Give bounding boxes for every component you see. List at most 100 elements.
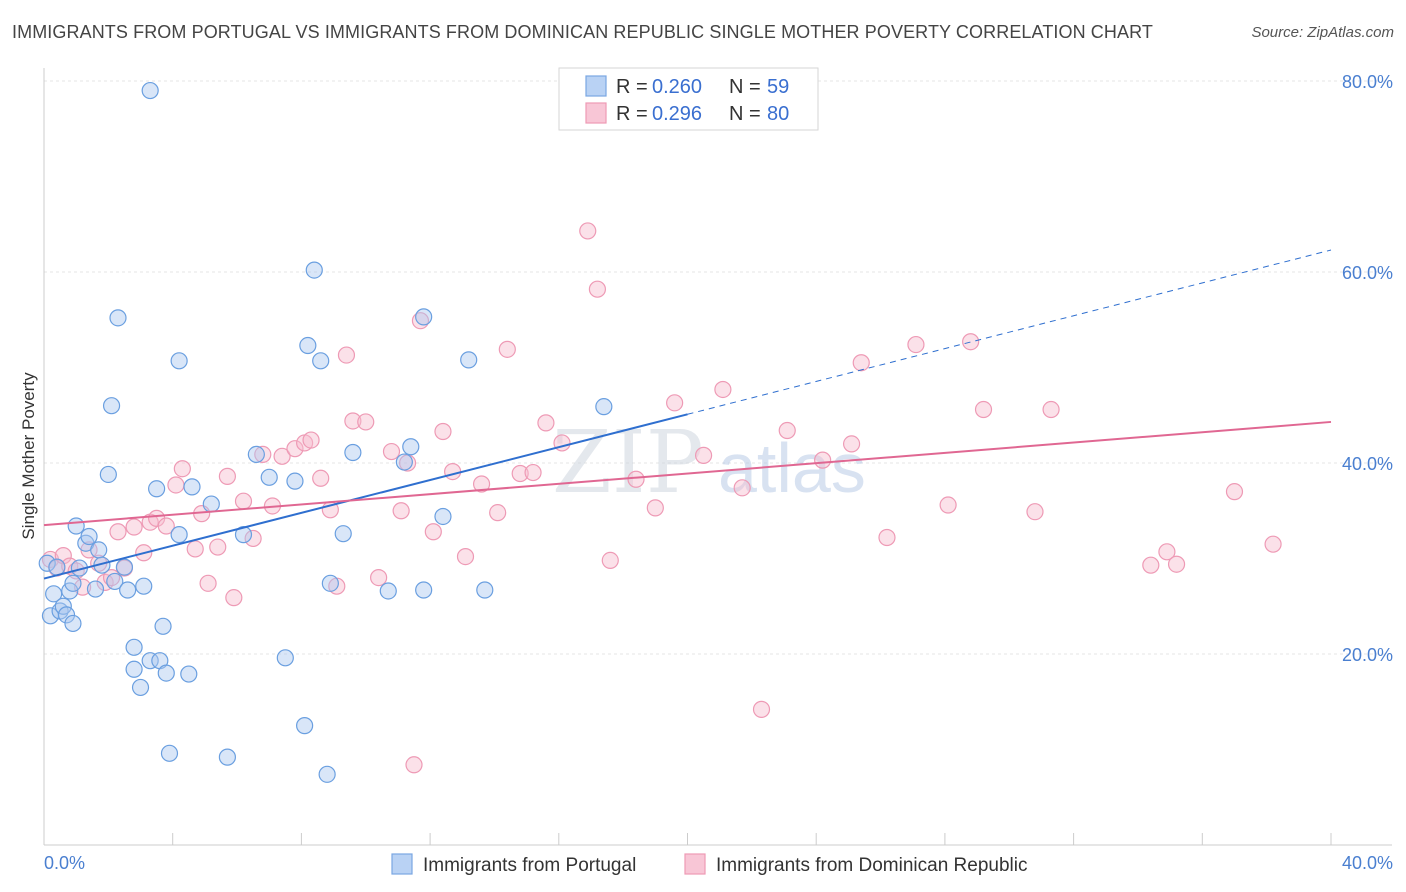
point-dominican-41 [392,502,410,520]
point-dominican-29 [273,447,291,465]
axes [43,68,1392,846]
point-portugal-42 [260,468,278,486]
point-dominican-55 [579,222,597,240]
point-portugal-43 [276,649,294,667]
point-portugal-13 [80,527,98,546]
point-dominican-77 [1158,543,1176,561]
x-tick-labels: 0.0% 40.0% [44,853,1393,873]
point-dominican-80 [1264,535,1282,553]
y-tick-label-60: 60.0% [1342,263,1393,283]
watermark-zip: ZIP [552,413,704,513]
point-dominican-38 [357,413,375,431]
legend-n-value-dominican: 80 [767,103,789,125]
point-portugal-21 [115,558,134,576]
point-dominican-62 [714,380,732,399]
point-dominican-60 [666,394,684,412]
point-portugal-32 [157,664,175,682]
point-portugal-48 [312,352,330,370]
point-portugal-18 [102,397,121,415]
y-tick-label-80: 80.0% [1342,72,1393,92]
point-dominican-66 [814,451,832,469]
point-portugal-50 [321,574,339,592]
point-portugal-52 [344,443,362,462]
point-dominican-17 [167,476,185,494]
point-portugal-9 [64,574,82,592]
point-dominican-76 [1142,556,1160,574]
point-dominican-24 [225,589,243,607]
point-dominican-69 [878,528,896,547]
point-portugal-29 [148,480,166,498]
point-dominican-47 [456,547,475,566]
bottom-legend: Immigrants from Portugal Immigrants from… [391,853,1028,876]
point-portugal-36 [180,665,198,683]
bottom-legend-label-portugal: Immigrants from Portugal [423,855,636,876]
trend-line-dominican [43,420,1332,527]
point-dominican-5 [74,578,92,596]
legend-n-label-dominican: N = [729,103,761,125]
watermark-atlas: atlas [718,429,866,507]
point-dominican-39 [370,568,388,587]
point-portugal-20 [109,309,127,327]
point-portugal-54 [395,453,413,471]
trend-line-portugal [43,413,688,580]
point-dominican-51 [511,464,529,483]
legend-r-label-dominican: R = [616,103,648,125]
point-portugal-37 [183,478,201,496]
legend-n-label-portugal: N = [729,76,761,98]
x-ticks [43,833,1332,845]
point-portugal-0 [38,554,56,572]
point-dominican-73 [974,400,993,419]
point-portugal-28 [141,81,159,100]
point-dominican-18 [173,460,191,478]
point-dominican-71 [939,496,957,514]
point-dominican-21 [199,574,217,592]
point-dominican-58 [627,470,645,488]
legend: R = 0.260 N = 59 R = 0.296 N = 80 [558,67,819,131]
point-dominican-49 [489,504,507,522]
point-portugal-27 [141,652,159,670]
point-dominican-22 [209,538,227,556]
point-portugal-57 [415,581,433,599]
point-portugal-23 [125,638,143,656]
point-dominican-70 [907,335,925,354]
bottom-legend-label-dominican: Immigrants from Dominican Republic [716,855,1028,876]
legend-r-label-portugal: R = [616,76,648,98]
point-portugal-61 [595,398,613,416]
point-dominican-72 [962,333,980,351]
trend-line-portugal-extension [687,249,1332,415]
point-dominican-40 [382,442,401,461]
point-dominican-48 [472,475,491,493]
point-portugal-60 [476,581,494,599]
point-portugal-26 [135,577,153,595]
point-portugal-49 [318,765,336,783]
point-dominican-26 [244,529,262,548]
point-portugal-15 [90,541,108,559]
point-portugal-34 [170,352,188,370]
point-dominican-23 [218,467,236,485]
point-dominican-32 [302,431,320,449]
point-portugal-58 [434,507,452,526]
point-portugal-25 [131,678,150,697]
point-dominican-36 [337,346,356,364]
y-tick-label-20: 20.0% [1342,645,1393,665]
point-dominican-50 [498,340,516,358]
point-portugal-38 [202,495,220,513]
source-label: Source: ZipAtlas.com [1251,24,1394,41]
legend-n-value-portugal: 59 [767,76,789,98]
point-dominican-68 [852,354,870,372]
point-portugal-31 [154,617,172,635]
point-dominican-52 [524,463,542,482]
point-dominican-27 [254,445,272,464]
point-dominican-44 [424,523,442,541]
bottom-legend-swatch-portugal [391,853,413,875]
point-portugal-45 [296,717,314,735]
point-portugal-39 [218,748,236,766]
point-dominican-81 [405,756,423,774]
point-portugal-19 [106,572,124,591]
point-portugal-53 [379,582,397,600]
point-portugal-3 [48,558,66,576]
series-portugal-points [38,81,613,783]
point-portugal-47 [305,261,323,279]
point-dominican-63 [733,479,751,497]
point-dominican-12 [125,518,143,536]
